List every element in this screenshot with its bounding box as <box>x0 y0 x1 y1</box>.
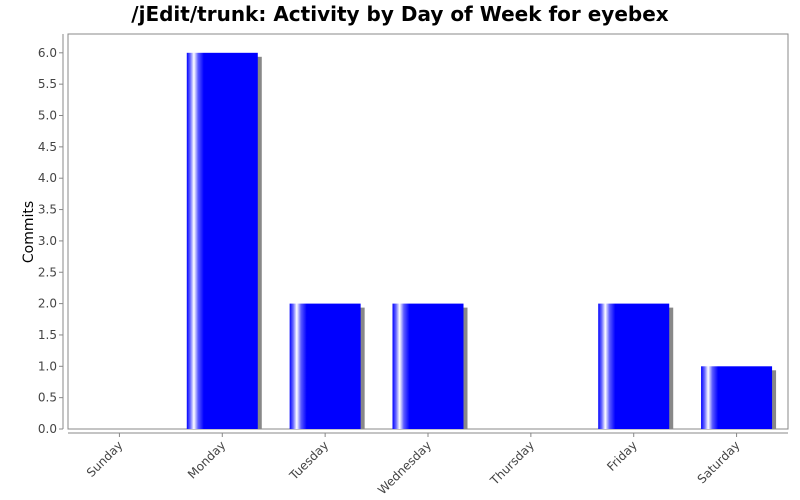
y-tick-label: 3.0 <box>38 234 57 248</box>
y-tick-label: 1.5 <box>38 328 57 342</box>
y-tick-label: 2.5 <box>38 265 57 279</box>
y-tick-label: 5.0 <box>38 109 57 123</box>
x-axis: Sunday Monday Tuesday Wednesday Thursday Frid… <box>68 432 788 497</box>
chart-title: /jEdit/trunk: Activity by Day of Week fo… <box>131 2 669 26</box>
x-tick-label: Sunday <box>84 438 126 480</box>
x-tick-label: Tuesday <box>286 438 331 483</box>
y-axis-title: Commits <box>21 201 37 263</box>
y-tick-label: 6.0 <box>38 46 57 60</box>
y-tick-label: 1.0 <box>38 359 57 373</box>
bar-wednesday <box>392 303 464 429</box>
y-tick-label: 3.5 <box>38 203 57 217</box>
bar-tuesday <box>289 303 361 429</box>
y-tick-label: 4.0 <box>38 171 57 185</box>
x-tick-label: Wednesday <box>375 438 434 497</box>
bars <box>186 52 777 430</box>
x-tick-label: Monday <box>185 438 228 481</box>
y-tick-label: 5.5 <box>38 77 57 91</box>
bar-friday <box>598 303 670 429</box>
x-tick-label: Saturday <box>695 438 743 486</box>
y-tick-label: 0.5 <box>38 391 57 405</box>
bar-saturday <box>701 366 773 429</box>
bar-monday <box>186 52 258 430</box>
y-axis: 0.0 0.5 1.0 1.5 2.0 2.5 3.0 3.5 4.0 4.5 5.0 5.5 6.0 <box>38 34 64 436</box>
y-tick-label: 4.5 <box>38 140 57 154</box>
y-tick-label: 2.0 <box>38 297 57 311</box>
y-tick-label: 0.0 <box>38 422 57 436</box>
x-tick-label: Friday <box>604 438 640 474</box>
x-tick-label: Thursday <box>487 438 537 488</box>
